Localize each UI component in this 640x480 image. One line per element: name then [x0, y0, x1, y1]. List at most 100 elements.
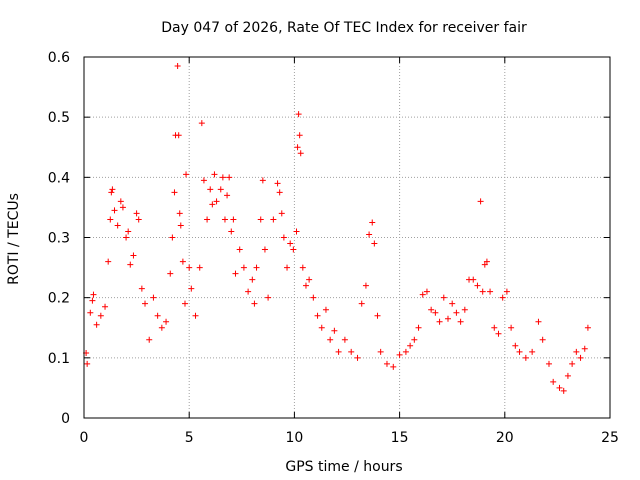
- data-point: [240, 264, 247, 271]
- data-point: [516, 348, 523, 355]
- y-tick-label: 0.4: [48, 170, 70, 186]
- data-point: [89, 297, 96, 304]
- data-point: [171, 189, 178, 196]
- data-point: [432, 309, 439, 316]
- data-point: [331, 327, 338, 334]
- data-point: [348, 348, 355, 355]
- data-point: [213, 198, 220, 205]
- data-point: [177, 222, 184, 229]
- data-point: [276, 189, 283, 196]
- data-point: [154, 312, 161, 319]
- data-point: [449, 300, 456, 307]
- data-point: [377, 348, 384, 355]
- data-point: [125, 228, 132, 235]
- data-point: [457, 318, 464, 325]
- data-point: [169, 234, 176, 241]
- data-point: [226, 174, 233, 181]
- data-point: [230, 216, 237, 223]
- data-point: [491, 324, 498, 331]
- data-point: [296, 132, 303, 139]
- data-point: [111, 207, 118, 214]
- data-point: [105, 258, 112, 265]
- data-point: [522, 354, 529, 361]
- data-point: [109, 186, 116, 193]
- data-point: [236, 246, 243, 253]
- data-point: [545, 360, 552, 367]
- data-point: [284, 264, 291, 271]
- data-point: [440, 294, 447, 301]
- data-point: [407, 342, 414, 349]
- data-point: [209, 201, 216, 208]
- data-point: [573, 348, 580, 355]
- data-point: [245, 288, 252, 295]
- data-point: [461, 306, 468, 313]
- data-point: [175, 132, 182, 139]
- data-point: [130, 252, 137, 259]
- x-tick-label: 10: [285, 430, 303, 446]
- data-point: [192, 312, 199, 319]
- data-point: [415, 324, 422, 331]
- data-point: [163, 318, 170, 325]
- data-point: [119, 204, 126, 211]
- data-point: [249, 276, 256, 283]
- data-point: [584, 324, 591, 331]
- data-point: [108, 189, 115, 196]
- data-point: [265, 294, 272, 301]
- data-point: [176, 210, 183, 217]
- data-point: [259, 177, 266, 184]
- data-point: [428, 306, 435, 313]
- data-point: [390, 363, 397, 370]
- data-point: [366, 231, 373, 238]
- data-point: [107, 216, 114, 223]
- data-point: [158, 324, 165, 331]
- data-point: [138, 285, 145, 292]
- data-point: [318, 324, 325, 331]
- data-point: [294, 144, 301, 151]
- data-point: [535, 318, 542, 325]
- data-point: [499, 294, 506, 301]
- data-point: [97, 312, 104, 319]
- data-point: [188, 285, 195, 292]
- data-point: [278, 210, 285, 217]
- data-point: [539, 336, 546, 343]
- data-point: [436, 318, 443, 325]
- data-point: [358, 300, 365, 307]
- data-point: [556, 384, 563, 391]
- data-point: [204, 216, 211, 223]
- data-point: [179, 258, 186, 265]
- data-point: [411, 336, 418, 343]
- data-point: [512, 342, 519, 349]
- y-tick-label: 0.5: [48, 110, 70, 126]
- data-point: [290, 246, 297, 253]
- data-point: [114, 222, 121, 229]
- x-tick-label: 0: [80, 430, 89, 446]
- data-point: [186, 264, 193, 271]
- data-point: [371, 240, 378, 247]
- data-point: [495, 330, 502, 337]
- data-point: [274, 180, 281, 187]
- data-point: [341, 336, 348, 343]
- data-point: [479, 288, 486, 295]
- x-tick-label: 5: [185, 430, 194, 446]
- data-point: [295, 111, 302, 118]
- data-point: [560, 387, 567, 394]
- data-point: [402, 348, 409, 355]
- data-point: [133, 210, 140, 217]
- data-point: [123, 234, 130, 241]
- data-point: [251, 300, 258, 307]
- x-tick-label: 25: [601, 430, 619, 446]
- data-point: [90, 291, 97, 298]
- data-point: [354, 354, 361, 361]
- data-point: [444, 315, 451, 322]
- data-point: [474, 282, 481, 289]
- data-point: [374, 312, 381, 319]
- data-point: [487, 288, 494, 295]
- data-point: [270, 216, 277, 223]
- data-point: [314, 312, 321, 319]
- data-point: [322, 306, 329, 313]
- data-point: [181, 300, 188, 307]
- data-point: [142, 300, 149, 307]
- data-point: [470, 276, 477, 283]
- data-point: [224, 192, 231, 199]
